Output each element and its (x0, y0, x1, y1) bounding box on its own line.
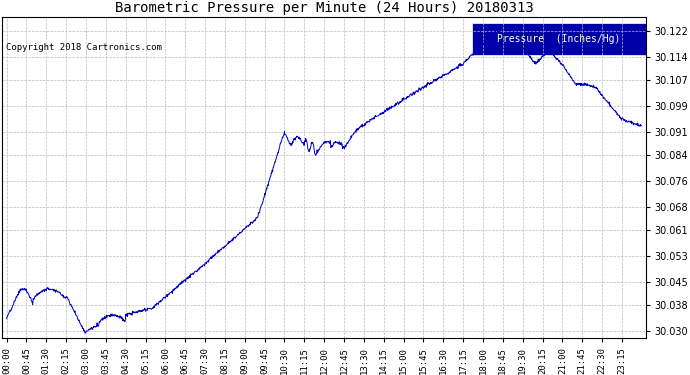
Bar (472, 23, 646, 55)
Text: Copyright 2018 Cartronics.com: Copyright 2018 Cartronics.com (6, 43, 161, 52)
Text: Pressure  (Inches/Hg): Pressure (Inches/Hg) (497, 34, 620, 44)
Title: Barometric Pressure per Minute (24 Hours) 20180313: Barometric Pressure per Minute (24 Hours… (115, 2, 533, 15)
